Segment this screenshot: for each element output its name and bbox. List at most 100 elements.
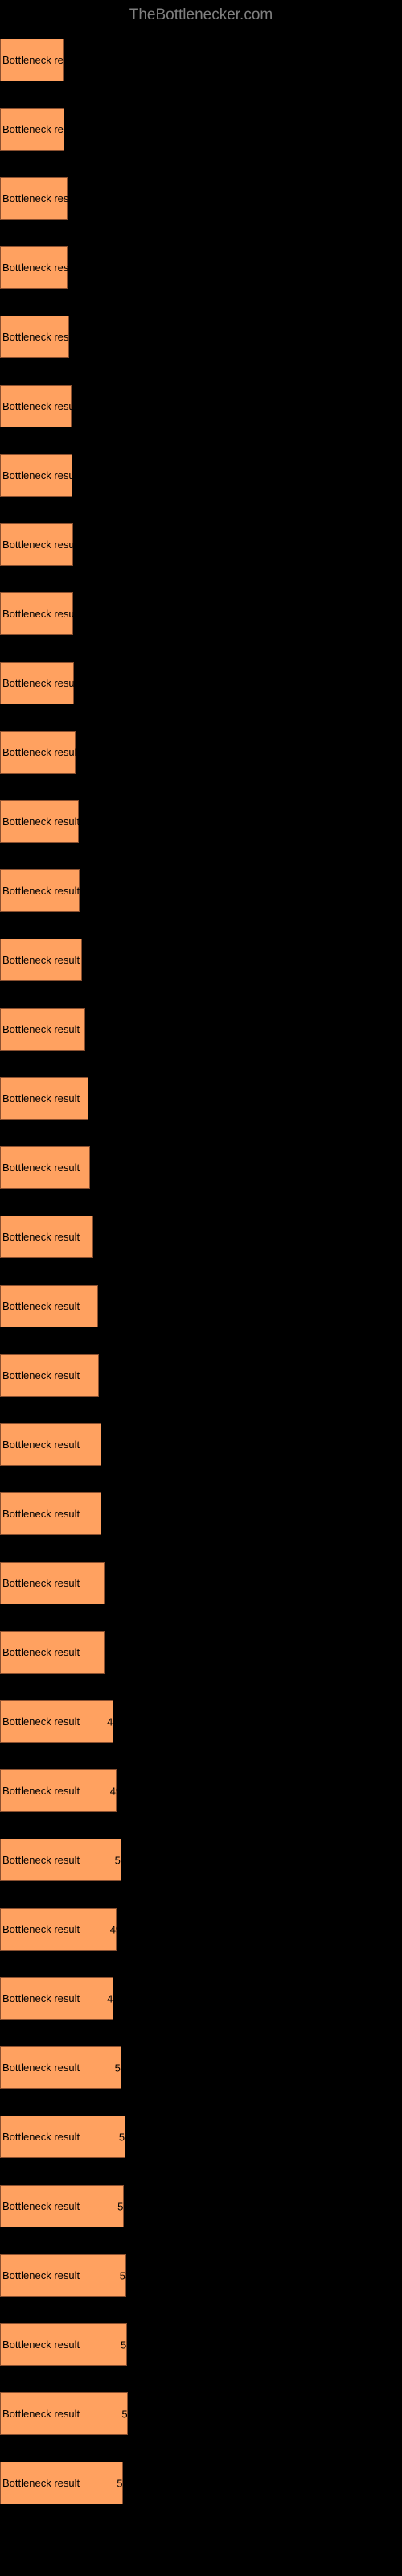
bar-row: Bottleneck result xyxy=(0,523,402,566)
bar: Bottleneck result xyxy=(0,1631,105,1674)
bar-label: Bottleneck result xyxy=(1,2062,80,2074)
bar-row: Bottleneck result xyxy=(0,731,402,774)
bar-value-label: 49.2% xyxy=(110,1923,140,1935)
bar: Bottleneck result xyxy=(0,2116,125,2158)
bar: Bottleneck result xyxy=(0,1769,117,1812)
bar-row: Bottleneck result xyxy=(0,800,402,843)
bar-label: Bottleneck result xyxy=(1,1023,80,1035)
bar: Bottleneck result xyxy=(0,1008,85,1051)
bar-label: Bottleneck result xyxy=(1,1369,80,1381)
bar-label: Bottleneck result xyxy=(1,2477,80,2489)
bar-value-label: 48% xyxy=(107,1715,128,1728)
bar-value-label: 53% xyxy=(119,2131,140,2143)
bar-value-label: 53.3% xyxy=(120,2269,150,2281)
bar-row: Bottleneck result53.7% xyxy=(0,2323,402,2366)
bar-label: Bottleneck result xyxy=(1,192,80,204)
bar-label: Bottleneck result xyxy=(1,1300,80,1312)
bar: Bottleneck result xyxy=(0,2323,127,2366)
page-header: TheBottlenecker.com xyxy=(0,0,402,27)
bar-row: Bottleneck result 54.2% xyxy=(0,2392,402,2435)
bar-row: Bottleneck result 52.1% xyxy=(0,2462,402,2504)
bar-row: Bottleneck result xyxy=(0,246,402,289)
bar-label: Bottleneck result xyxy=(1,2269,80,2281)
bar: Bottleneck result xyxy=(0,177,68,220)
bar: Bottleneck result xyxy=(0,662,74,704)
bar-value-label: 53.7% xyxy=(121,2339,150,2351)
bar: Bottleneck result xyxy=(0,2046,121,2089)
bar-label: Bottleneck result xyxy=(1,262,80,274)
bar-value-label: 49.2% xyxy=(110,1785,140,1797)
bar-label: Bottleneck result xyxy=(1,677,80,689)
bar-value-label: 54.2% xyxy=(121,2408,151,2420)
bar: Bottleneck result xyxy=(0,1977,113,2020)
bar-label: Bottleneck result xyxy=(1,2408,80,2420)
bar-row: Bottleneck result 49.2% xyxy=(0,1908,402,1951)
bar-label: Bottleneck result xyxy=(1,1231,80,1243)
bar-row: Bottleneck result xyxy=(0,1354,402,1397)
bar-row: Bottleneck result48% xyxy=(0,1977,402,2020)
bar: Bottleneck result xyxy=(0,523,73,566)
bar: Bottleneck result xyxy=(0,1077,88,1120)
bar-row: Bottleneck result 51.2% xyxy=(0,1839,402,1881)
bar-row: Bottleneck result xyxy=(0,1631,402,1674)
bar-row: Bottleneck result xyxy=(0,1562,402,1604)
bar: Bottleneck result xyxy=(0,2462,123,2504)
bar-value-label: 51.2% xyxy=(115,2062,145,2074)
bar: Bottleneck result xyxy=(0,1146,90,1189)
bar-row: Bottleneck result xyxy=(0,1146,402,1189)
bar-label: Bottleneck result xyxy=(1,54,80,66)
bar: Bottleneck result xyxy=(0,1492,101,1535)
bar-label: Bottleneck result xyxy=(1,469,80,481)
bar-label: Bottleneck result xyxy=(1,2200,80,2212)
bar-label: Bottleneck result xyxy=(1,123,80,135)
bar: Bottleneck result xyxy=(0,1908,117,1951)
bar-value-label: 52.4% xyxy=(117,2200,147,2212)
bar-label: Bottleneck result xyxy=(1,2131,80,2143)
bar: Bottleneck result xyxy=(0,246,68,289)
bar-row: Bottleneck result xyxy=(0,454,402,497)
bar: Bottleneck result xyxy=(0,2254,126,2297)
bar-label: Bottleneck result xyxy=(1,1092,80,1104)
bar-label: Bottleneck result xyxy=(1,746,80,758)
bar: Bottleneck result xyxy=(0,39,64,81)
bar: Bottleneck result xyxy=(0,731,76,774)
bar-label: Bottleneck result xyxy=(1,885,80,897)
bar: Bottleneck result xyxy=(0,108,64,151)
bar: Bottleneck result xyxy=(0,800,79,843)
bar-row: Bottleneck result 52.4% xyxy=(0,2185,402,2227)
bar-row: Bottleneck result49.2% xyxy=(0,1769,402,1812)
bar-row: Bottleneck result xyxy=(0,1077,402,1120)
bar-row: Bottleneck result xyxy=(0,316,402,358)
bar: Bottleneck result xyxy=(0,1423,101,1466)
bar-row: Bottleneck result xyxy=(0,177,402,220)
bar-row: Bottleneck result xyxy=(0,1216,402,1258)
bar: Bottleneck result xyxy=(0,1562,105,1604)
bar-row: Bottleneck result xyxy=(0,108,402,151)
bar: Bottleneck result xyxy=(0,1700,113,1743)
bar-row: Bottleneck result xyxy=(0,385,402,427)
bar-label: Bottleneck result xyxy=(1,1162,80,1174)
bar-label: Bottleneck result xyxy=(1,1923,80,1935)
bar-label: Bottleneck result xyxy=(1,400,80,412)
bar-row: Bottleneck result48% xyxy=(0,1700,402,1743)
bar: Bottleneck result xyxy=(0,454,72,497)
bar-row: Bottleneck result xyxy=(0,592,402,635)
bar-label: Bottleneck result xyxy=(1,1439,80,1451)
bar: Bottleneck result xyxy=(0,1216,93,1258)
bar: Bottleneck result xyxy=(0,1354,99,1397)
bar: Bottleneck result xyxy=(0,1285,98,1327)
bar-label: Bottleneck result xyxy=(1,1992,80,2004)
bar-row: Bottleneck result xyxy=(0,662,402,704)
bar-value-label: 51.2% xyxy=(115,1854,145,1866)
bar-label: Bottleneck result xyxy=(1,1508,80,1520)
bar-row: Bottleneck result xyxy=(0,39,402,81)
bar-row: Bottleneck result 53.3% xyxy=(0,2254,402,2297)
bar: Bottleneck result xyxy=(0,385,72,427)
bar: Bottleneck result xyxy=(0,869,80,912)
bar-label: Bottleneck result xyxy=(1,1854,80,1866)
bar: Bottleneck result xyxy=(0,2185,124,2227)
bar-label: Bottleneck result xyxy=(1,1646,80,1658)
bar: Bottleneck result xyxy=(0,2392,128,2435)
bar-value-label: 52.1% xyxy=(117,2477,146,2489)
bar-row: Bottleneck result xyxy=(0,1492,402,1535)
